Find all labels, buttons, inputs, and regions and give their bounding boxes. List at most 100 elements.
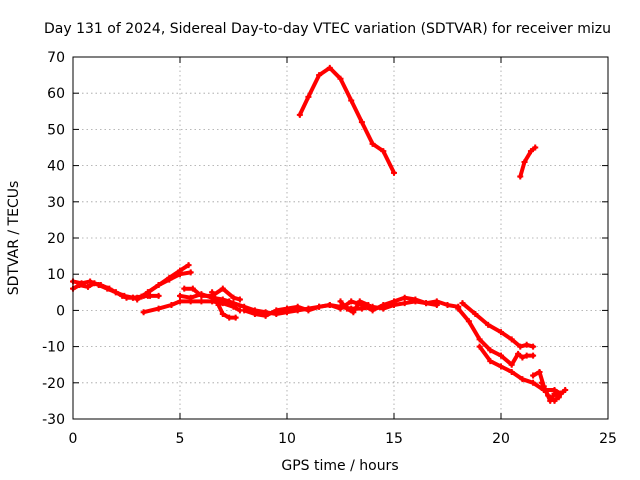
- data-point: [523, 341, 530, 348]
- grid: [73, 57, 608, 419]
- data-point: [356, 298, 363, 305]
- data-point: [232, 314, 239, 321]
- data-point: [209, 289, 216, 296]
- data-point: [476, 343, 483, 350]
- data-point: [226, 298, 233, 305]
- axis-ticks: 0 5 10 15 20 25 -30 -20 -10 0 10 20 30 40 50 60 70: [42, 50, 617, 447]
- data-point: [487, 358, 494, 365]
- y-tick-label: 70: [47, 50, 65, 66]
- data-point: [177, 292, 183, 299]
- series-track-5: [141, 299, 242, 315]
- data-point: [380, 148, 387, 155]
- data-point: [104, 285, 111, 292]
- data-point: [412, 296, 419, 303]
- data-point: [498, 352, 504, 359]
- data-point: [140, 309, 147, 316]
- x-axis-label: GPS time / hours: [281, 458, 398, 474]
- data-point: [401, 300, 408, 307]
- data-point: [187, 269, 194, 276]
- data-point: [527, 148, 534, 155]
- data-point: [557, 390, 564, 397]
- y-tick-label: 50: [47, 122, 65, 138]
- data-point: [134, 296, 141, 303]
- data-point: [112, 289, 119, 296]
- data-point: [538, 379, 545, 386]
- data-point: [532, 144, 539, 151]
- series-group: [70, 64, 569, 404]
- data-point: [350, 309, 357, 316]
- data-point: [459, 300, 466, 307]
- data-point: [337, 75, 344, 82]
- data-point: [166, 276, 173, 283]
- data-point: [316, 72, 323, 79]
- y-tick-label: -30: [42, 412, 65, 428]
- chart-title: Day 131 of 2024, Sidereal Day-to-day VTE…: [44, 21, 611, 37]
- data-point: [326, 301, 333, 308]
- series-track-17: [539, 380, 563, 403]
- data-point: [551, 390, 558, 397]
- data-point: [87, 278, 94, 285]
- y-tick-label: 10: [47, 267, 65, 283]
- data-point: [515, 350, 522, 357]
- y-tick-label: 20: [47, 231, 65, 247]
- data-point: [476, 336, 483, 343]
- data-point: [198, 291, 205, 298]
- data-point: [305, 307, 312, 314]
- data-point: [380, 301, 387, 308]
- x-tick-label: 10: [278, 431, 296, 447]
- data-point: [444, 301, 451, 308]
- data-point: [348, 298, 355, 305]
- data-point: [177, 271, 183, 278]
- y-tick-label: 60: [47, 86, 65, 102]
- data-point: [219, 311, 226, 318]
- data-point: [337, 305, 344, 312]
- data-point: [343, 305, 350, 312]
- data-point: [348, 97, 355, 104]
- data-point: [508, 361, 515, 368]
- data-point: [121, 292, 128, 299]
- data-point: [530, 372, 537, 379]
- data-point: [226, 314, 233, 321]
- data-point: [236, 296, 243, 303]
- data-point: [508, 336, 515, 343]
- data-point: [181, 285, 188, 292]
- data-point: [369, 140, 376, 147]
- data-point: [219, 296, 226, 303]
- data-point: [185, 262, 192, 269]
- data-point: [536, 368, 543, 375]
- y-tick-label: 40: [47, 159, 65, 175]
- data-point: [78, 280, 85, 287]
- data-point: [485, 321, 492, 328]
- data-point: [241, 307, 248, 314]
- plot-frame: [72, 56, 609, 420]
- data-point: [251, 311, 258, 318]
- data-point: [337, 298, 344, 305]
- data-point: [465, 318, 472, 325]
- data-point: [423, 300, 430, 307]
- data-point: [177, 298, 183, 305]
- data-point: [530, 343, 537, 350]
- data-point: [472, 311, 479, 318]
- data-point: [144, 289, 151, 296]
- y-tick-label: -10: [42, 340, 65, 356]
- data-point: [521, 158, 528, 165]
- data-point: [219, 285, 226, 292]
- series-track-12: [297, 65, 396, 175]
- data-point: [316, 303, 323, 310]
- data-point: [498, 363, 504, 370]
- data-point: [230, 300, 237, 307]
- data-point: [284, 305, 290, 312]
- x-tick-label: 15: [385, 431, 403, 447]
- data-point: [391, 298, 397, 305]
- data-point: [391, 169, 397, 176]
- data-point: [294, 303, 301, 310]
- data-point: [487, 347, 494, 354]
- data-point: [305, 93, 312, 100]
- data-point: [530, 379, 537, 386]
- data-point: [517, 173, 524, 180]
- data-point: [187, 294, 194, 301]
- x-tick-label: 0: [69, 431, 78, 447]
- data-point: [519, 376, 526, 383]
- data-point: [433, 301, 440, 308]
